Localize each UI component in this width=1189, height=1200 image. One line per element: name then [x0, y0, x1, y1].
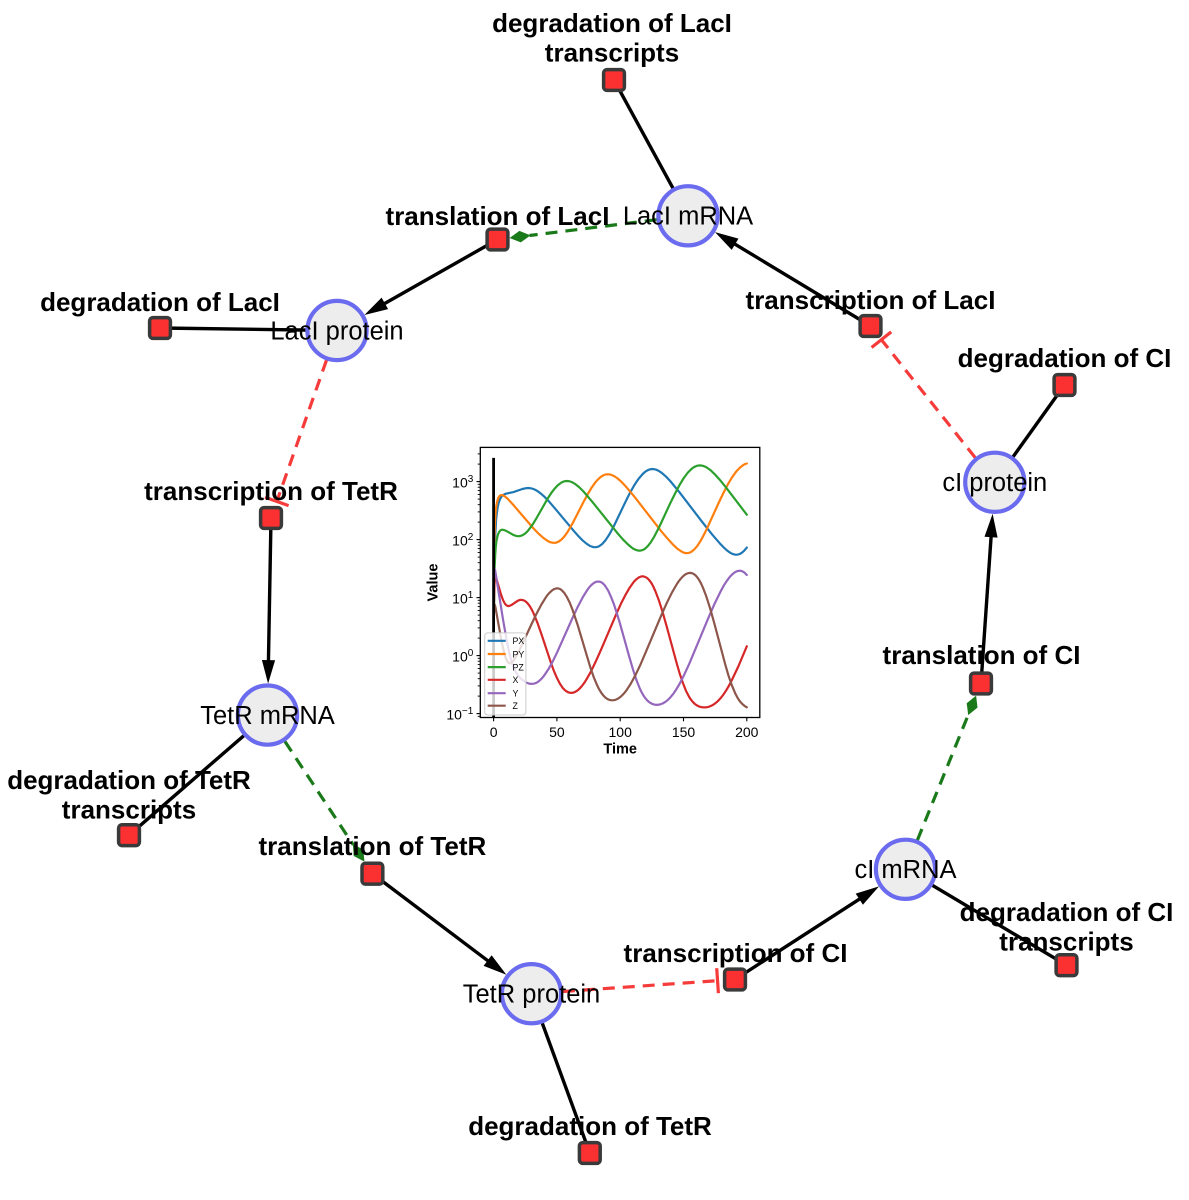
svg-text:150: 150 [672, 724, 696, 740]
svg-text:degradation of CI: degradation of CI [960, 897, 1174, 927]
svg-text:LacI protein: LacI protein [270, 317, 403, 345]
svg-text:100: 100 [609, 724, 633, 740]
svg-text:PZ: PZ [513, 662, 525, 672]
svg-text:Time: Time [603, 742, 637, 758]
svg-text:LacI mRNA: LacI mRNA [623, 203, 753, 231]
svg-text:degradation of LacI: degradation of LacI [40, 287, 280, 317]
svg-text:Y: Y [513, 689, 519, 699]
svg-text:degradation of TetR: degradation of TetR [7, 765, 251, 795]
svg-text:PX: PX [513, 636, 525, 646]
svg-text:degradation of TetR: degradation of TetR [468, 1111, 712, 1141]
svg-text:translation of LacI: translation of LacI [386, 201, 610, 231]
svg-text:PY: PY [513, 649, 525, 659]
svg-text:transcripts: transcripts [545, 38, 679, 68]
svg-text:translation of TetR: translation of TetR [259, 831, 487, 861]
svg-text:transcription of TetR: transcription of TetR [144, 476, 398, 506]
svg-text:degradation of CI: degradation of CI [958, 343, 1172, 373]
svg-text:cI protein: cI protein [942, 469, 1047, 497]
svg-text:X: X [513, 675, 519, 685]
svg-text:50: 50 [549, 724, 565, 740]
svg-text:transcripts: transcripts [62, 795, 196, 825]
svg-text:degradation of LacI: degradation of LacI [492, 8, 732, 38]
svg-text:transcription of CI: transcription of CI [624, 938, 848, 968]
svg-text:transcripts: transcripts [999, 927, 1133, 957]
svg-text:TetR protein: TetR protein [463, 981, 601, 1009]
svg-text:transcription of LacI: transcription of LacI [746, 285, 996, 315]
svg-text:cI mRNA: cI mRNA [855, 856, 957, 884]
svg-text:0: 0 [490, 724, 498, 740]
svg-text:Value: Value [426, 564, 442, 602]
svg-text:TetR mRNA: TetR mRNA [200, 702, 335, 730]
svg-text:translation of CI: translation of CI [883, 640, 1081, 670]
svg-text:Z: Z [513, 701, 519, 711]
svg-text:200: 200 [735, 724, 759, 740]
